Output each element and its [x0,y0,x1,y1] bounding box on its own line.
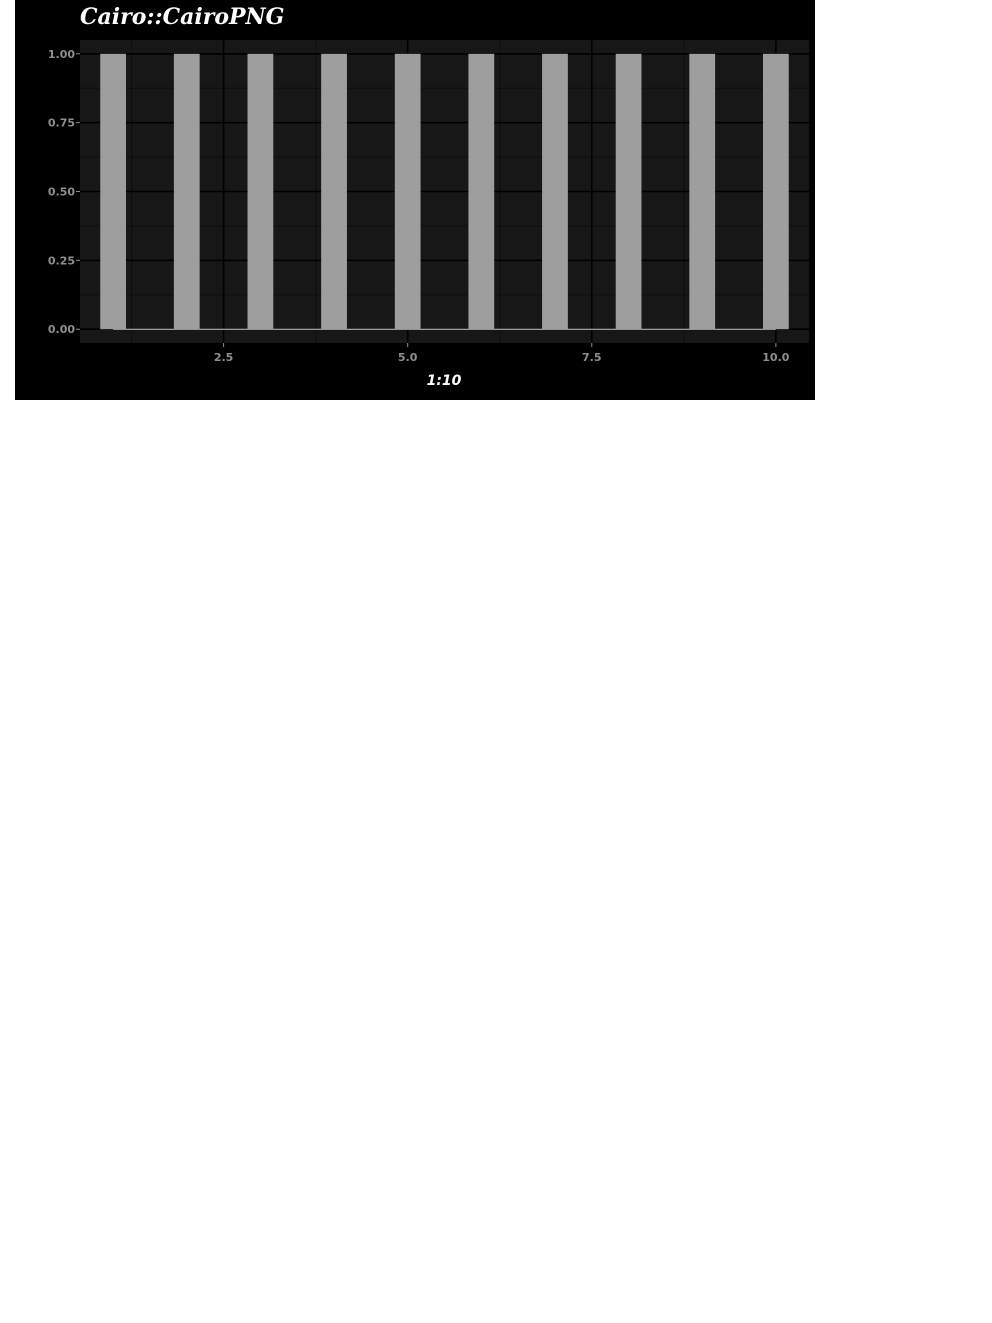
x-axis-ticks: 2.5 5.0 7.5 10.0 [214,343,790,364]
bar [542,53,568,330]
bar [321,53,347,330]
bar-chart: Cairo::CairoPNG 2.5 5.0 7.5 10.0 0.000.250.… [15,0,815,400]
x-tick-label: 2.5 [214,351,234,364]
minor-gridlines [80,40,809,343]
x-tick-label: 5.0 [398,351,418,364]
bar [100,53,127,330]
y-tick-label: 0.25 [48,254,75,267]
bar [762,53,789,330]
bar [394,53,421,330]
bar [689,53,716,330]
bar [173,53,200,330]
y-axis-ticks: 0.00 0.25 0.50 0.75 1.00 [48,48,80,336]
y-tick-label: 0.50 [48,186,75,199]
y-tick-label: 0.75 [48,117,75,130]
chart-title: Cairo::CairoPNG [80,4,284,30]
bar [615,53,642,330]
x-tick-label: 7.5 [582,351,602,364]
bar [468,53,495,330]
y-tick-label: 1.00 [48,48,75,61]
x-axis-title: 1:10 [427,373,462,389]
y-tick-label: 0.00 [48,323,75,336]
bar [247,53,274,330]
chart-container: Cairo::CairoPNG 2.5 5.0 7.5 10.0 0.00 0.25 0.… [15,0,815,400]
bars [100,53,789,330]
x-tick-label: 10.0 [762,351,789,364]
